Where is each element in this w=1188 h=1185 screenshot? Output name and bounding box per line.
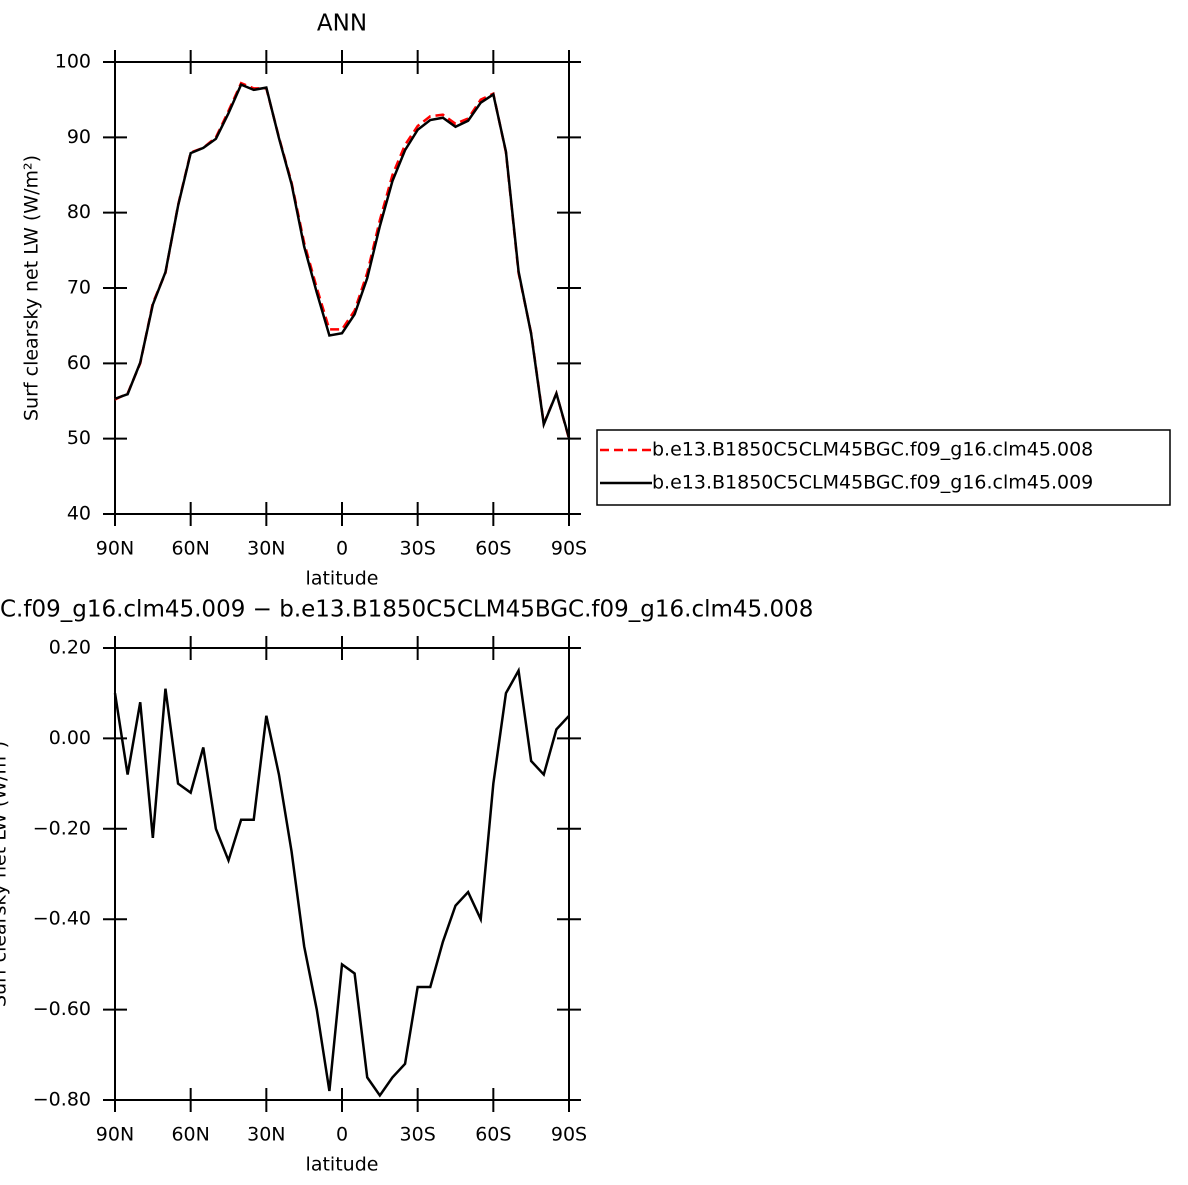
plot-frame [114, 647, 570, 1101]
plot-frame [114, 61, 570, 515]
x-tick-label: 30S [400, 1124, 436, 1146]
y-tick-label: 90 [67, 126, 91, 148]
x-tick-label: 0 [336, 1124, 348, 1146]
x-tick-label: 90S [551, 1124, 587, 1146]
chart-title: C.f09_g16.clm45.009 − b.e13.B1850C5CLM45… [0, 597, 813, 623]
x-tick-label: 90N [96, 1124, 134, 1146]
y-tick-label: −0.20 [33, 817, 91, 839]
line-series [113, 666, 570, 1098]
x-tick-label: 30N [247, 1124, 285, 1146]
y-tick-label: 50 [67, 427, 91, 449]
y-tick-label: 100 [55, 51, 91, 73]
y-tick-label: 70 [67, 277, 91, 299]
x-tick-label: 60S [475, 1124, 511, 1146]
y-axis-label: Surf clearsky net LW (W/m²) [21, 155, 43, 421]
y-tick-label: −0.60 [33, 998, 91, 1020]
x-tick-label: 0 [336, 538, 348, 560]
y-tick-label: 80 [67, 201, 91, 223]
legend-box [596, 429, 1171, 506]
y-tick-label: −0.80 [33, 1089, 91, 1111]
x-axis-label: latitude [306, 568, 379, 590]
line-series [114, 81, 571, 440]
x-tick-label: 90N [96, 538, 134, 560]
x-axis-label: latitude [306, 1154, 379, 1176]
x-tick-label: 60N [171, 1124, 209, 1146]
line-series [114, 82, 571, 439]
y-tick-label: 60 [67, 352, 91, 374]
y-tick-label: −0.40 [33, 908, 91, 930]
x-tick-label: 30N [247, 538, 285, 560]
y-tick-label: 40 [67, 503, 91, 525]
legend-label: b.e13.B1850C5CLM45BGC.f09_g16.clm45.008 [652, 439, 1093, 461]
x-tick-label: 60N [171, 538, 209, 560]
x-tick-label: 90S [551, 538, 587, 560]
chart-title: ANN [317, 11, 367, 37]
x-tick-label: 30S [400, 538, 436, 560]
y-tick-label: 0.00 [49, 727, 91, 749]
y-axis-label: Surf clearsky net LW (W/m²) [0, 741, 11, 1007]
legend-label: b.e13.B1850C5CLM45BGC.f09_g16.clm45.009 [652, 472, 1093, 494]
x-tick-label: 60S [475, 538, 511, 560]
y-tick-label: 0.20 [49, 637, 91, 659]
